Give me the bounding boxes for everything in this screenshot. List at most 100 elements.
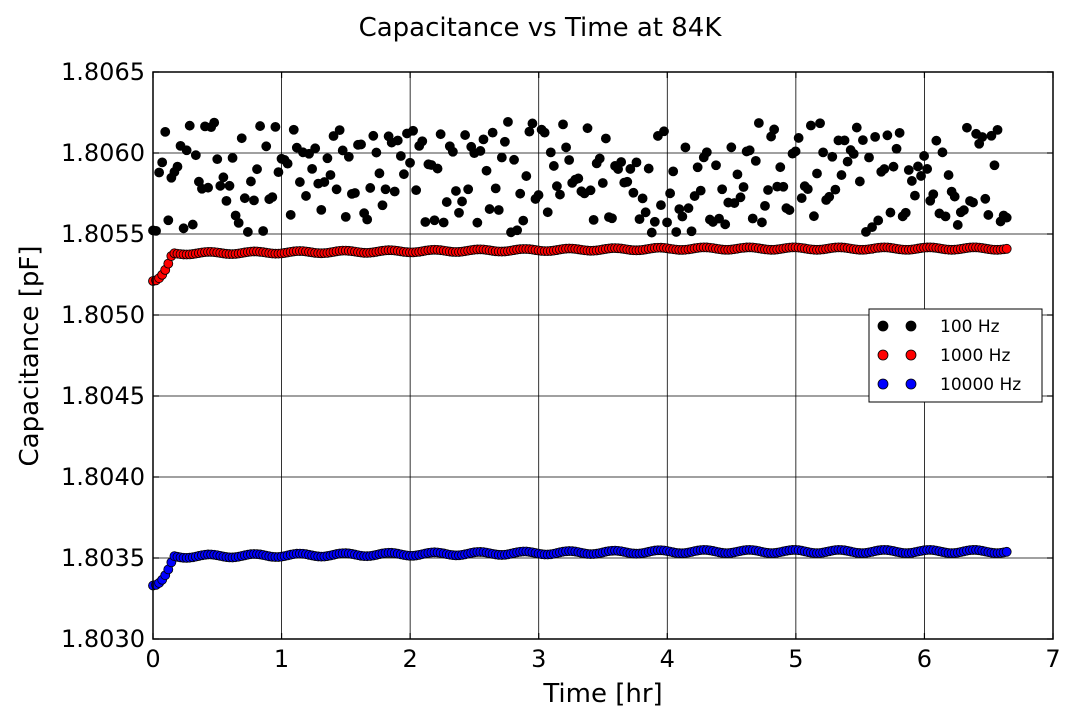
data-point-100hz — [738, 182, 749, 192]
data-point-100hz — [377, 200, 388, 211]
data-point-100hz — [940, 211, 951, 222]
data-point-100hz — [246, 176, 256, 187]
x-axis-label: Time [hr] — [542, 679, 662, 709]
data-point-100hz — [836, 170, 847, 180]
data-point-100hz — [796, 193, 807, 204]
data-point-100hz — [304, 148, 314, 159]
data-point-100hz — [190, 150, 201, 161]
data-point-100hz — [218, 172, 229, 183]
legend-marker-1000hz-right — [905, 349, 917, 361]
data-point-100hz — [622, 176, 633, 187]
data-point-100hz — [301, 191, 311, 201]
data-point-100hz — [815, 118, 825, 129]
data-point-100hz — [671, 227, 682, 237]
legend-box — [868, 308, 1043, 403]
data-point-100hz — [215, 180, 226, 191]
data-point-100hz — [986, 130, 997, 141]
data-point-100hz — [435, 129, 446, 140]
data-point-100hz — [662, 217, 672, 228]
data-point-100hz — [830, 184, 841, 195]
data-point-100hz — [594, 153, 605, 164]
data-point-100hz — [405, 157, 415, 168]
data-point-100hz — [509, 154, 519, 165]
data-point-100hz — [750, 155, 761, 166]
data-point-100hz — [683, 203, 694, 214]
data-point-100hz — [757, 217, 767, 228]
legend-marker-100hz-right — [905, 320, 917, 332]
data-point-100hz — [711, 160, 721, 171]
legend-label-10000hz: 10000 Hz — [940, 375, 1021, 395]
data-point-100hz — [343, 151, 354, 162]
data-point-100hz — [726, 142, 737, 153]
data-point-100hz — [340, 211, 351, 222]
data-point-100hz — [640, 207, 651, 218]
data-point-100hz — [408, 125, 418, 136]
data-point-100hz — [242, 227, 253, 237]
data-point-100hz — [812, 168, 822, 179]
data-point-100hz — [900, 207, 911, 218]
data-point-100hz — [325, 170, 336, 180]
data-point-100hz — [212, 154, 223, 165]
data-point-100hz — [255, 121, 266, 131]
data-point-10000hz — [1001, 546, 1012, 557]
data-point-100hz — [512, 225, 523, 236]
data-point-100hz — [962, 122, 972, 133]
data-point-100hz — [732, 169, 743, 180]
data-point-100hz — [331, 184, 342, 195]
data-point-100hz — [371, 147, 382, 158]
data-point-100hz — [447, 146, 458, 157]
data-point-100hz — [438, 217, 449, 228]
data-point-100hz — [288, 124, 299, 135]
x-tick-label: 5 — [788, 645, 803, 673]
data-point-100hz — [151, 225, 161, 236]
data-point-100hz — [181, 145, 192, 156]
data-point-100hz — [490, 183, 501, 194]
data-point-100hz — [885, 207, 896, 218]
data-point-100hz — [778, 181, 789, 192]
data-point-100hz — [686, 226, 697, 237]
x-tick-label: 1 — [274, 645, 289, 673]
legend-label-1000hz: 1000 Hz — [940, 346, 1010, 366]
data-point-100hz — [968, 197, 978, 208]
data-point-100hz — [239, 193, 250, 204]
data-point-100hz — [906, 176, 917, 186]
data-point-100hz — [854, 176, 865, 187]
data-point-100hz — [350, 188, 360, 198]
data-point-100hz — [649, 216, 660, 227]
data-point-100hz — [157, 157, 168, 168]
data-point-100hz — [224, 180, 235, 191]
data-point-100hz — [163, 215, 174, 226]
data-point-100hz — [701, 147, 712, 158]
data-point-100hz — [588, 214, 599, 225]
x-tick-label: 2 — [403, 645, 418, 673]
data-point-100hz — [634, 214, 645, 225]
data-point-100hz — [463, 184, 474, 195]
data-point-100hz — [631, 157, 642, 168]
data-point-100hz — [533, 190, 544, 200]
data-point-100hz — [977, 132, 988, 142]
data-point-100hz — [499, 136, 510, 147]
y-tick-label: 1.8035 — [61, 544, 145, 572]
y-tick-label: 1.8050 — [61, 301, 145, 329]
data-point-100hz — [356, 139, 366, 150]
data-points-layer — [148, 117, 1012, 591]
data-point-100hz — [848, 148, 859, 159]
data-point-100hz — [582, 123, 593, 134]
chart-title: Capacitance vs Time at 84K — [359, 13, 723, 43]
data-point-100hz — [521, 171, 532, 181]
data-point-100hz — [882, 130, 893, 141]
data-point-100hz — [154, 167, 165, 178]
data-point-100hz — [209, 117, 220, 128]
data-point-100hz — [625, 164, 636, 174]
data-point-100hz — [227, 152, 238, 163]
data-point-100hz — [870, 131, 881, 142]
data-point-100hz — [943, 170, 954, 180]
data-point-100hz — [267, 192, 278, 203]
data-point-100hz — [478, 134, 489, 145]
data-point-100hz — [258, 226, 269, 236]
data-point-100hz — [515, 188, 526, 199]
data-point-100hz — [334, 125, 345, 136]
data-point-100hz — [417, 136, 428, 147]
data-point-100hz — [680, 142, 691, 153]
data-point-100hz — [454, 207, 464, 218]
